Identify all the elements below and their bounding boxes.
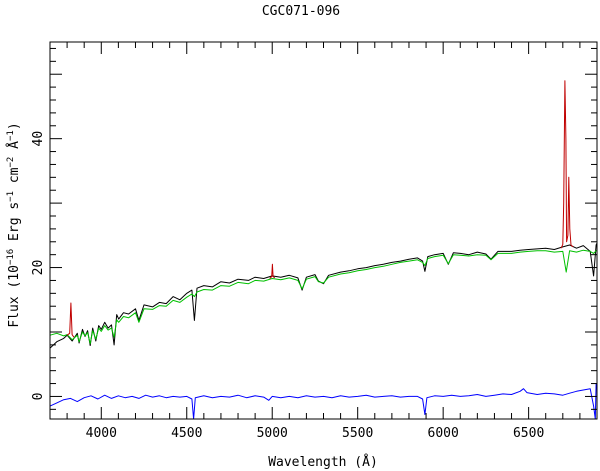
y-axis-label-prefix: Flux (10 bbox=[7, 265, 22, 328]
x-tick-label: 5000 bbox=[257, 426, 288, 441]
y-axis-label-exp1: −16 bbox=[6, 249, 16, 265]
series-line-0 bbox=[49, 242, 598, 349]
x-tick-label: 5500 bbox=[342, 426, 373, 441]
series-line-2 bbox=[66, 302, 75, 338]
series-line-3 bbox=[269, 263, 276, 279]
y-axis-label-exp3: −2 bbox=[6, 157, 16, 168]
y-tick-label: 40 bbox=[31, 131, 46, 147]
chart-title: CGC071-096 bbox=[262, 4, 340, 19]
x-axis-label: Wavelength (Å) bbox=[268, 454, 378, 470]
series-line-1 bbox=[49, 249, 598, 345]
y-axis-label-exp4: −1 bbox=[6, 130, 16, 141]
y-axis-label-mid1: Erg s bbox=[7, 202, 22, 249]
y-axis-label-mid2: cm bbox=[7, 167, 22, 191]
y-tick-label: 20 bbox=[31, 260, 46, 276]
x-tick-label: 6000 bbox=[428, 426, 459, 441]
series-layer bbox=[49, 80, 598, 420]
y-axis-label-exp2: −1 bbox=[6, 191, 16, 202]
x-tick-label: 6500 bbox=[513, 426, 544, 441]
series-line-5 bbox=[49, 383, 598, 420]
y-axis-label-suffix: ) bbox=[7, 122, 22, 130]
ticks-layer: 4000 4500 5000 5500 6000 6500 0 20 40 bbox=[31, 42, 598, 441]
x-tick-label: 4000 bbox=[86, 426, 117, 441]
series-line-4 bbox=[560, 80, 574, 249]
plot-frame bbox=[49, 41, 598, 420]
y-axis-label-mid3: Å bbox=[6, 141, 22, 157]
y-tick-label: 0 bbox=[31, 393, 46, 401]
y-axis-label: Flux (10−16 Erg s−1 cm−2 Å−1) bbox=[6, 122, 22, 327]
x-tick-label: 4500 bbox=[171, 426, 202, 441]
